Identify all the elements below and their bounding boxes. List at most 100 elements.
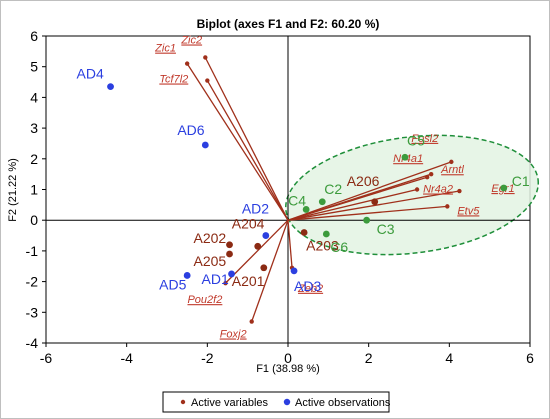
observation-label-a206: A206 xyxy=(347,173,380,189)
vector-tip-etv5 xyxy=(445,204,450,209)
point-c6 xyxy=(322,230,330,238)
vector-tip-nr4a1 xyxy=(428,171,434,177)
legend-box xyxy=(162,391,390,413)
variable-label-nr4a2: Nr4a2 xyxy=(423,184,453,196)
point-c4 xyxy=(302,206,310,213)
vector-tip-egr1 xyxy=(457,188,462,194)
x-tick-label: -4 xyxy=(120,350,133,366)
point-ad1 xyxy=(228,270,235,278)
point-ad6 xyxy=(201,141,209,149)
observation-label-c6: C6 xyxy=(330,239,348,255)
legend: Active variables Active observations xyxy=(162,391,391,413)
observation-label-ad2: AD2 xyxy=(242,201,269,217)
point-a205 xyxy=(226,250,233,258)
variable-label-tcf7l2: Tcf7l2 xyxy=(159,74,188,86)
vector-tip-zic2 xyxy=(203,55,208,60)
vector-nr4a2 xyxy=(287,188,418,221)
chart-title: Biplot (axes F1 and F2: 60.20 %) xyxy=(197,17,380,31)
x-tick-label: -2 xyxy=(201,350,214,366)
vector-tip-arntl xyxy=(424,175,430,180)
observation-label-a204: A204 xyxy=(232,215,265,231)
point-c1 xyxy=(500,184,508,192)
variable-label-nr4a1: Nr4a1 xyxy=(393,153,423,165)
variable-label-fosl2: Fosl2 xyxy=(411,133,438,145)
point-c3 xyxy=(363,216,371,224)
vector-tip-nr4a2 xyxy=(414,187,420,192)
legend-label-2: Active observations xyxy=(295,397,391,409)
y-tick-label: 2 xyxy=(30,151,38,167)
y-tick-label: 6 xyxy=(30,28,38,44)
point-ad4 xyxy=(107,83,114,91)
observation-label-c3: C3 xyxy=(377,221,395,237)
point-c2 xyxy=(318,198,326,206)
y-tick-label: 3 xyxy=(30,120,38,136)
variable-label-zeb2: Zeb2 xyxy=(297,283,323,295)
x-tick-label: 4 xyxy=(445,350,453,366)
point-ad2 xyxy=(262,232,270,239)
observation-label-ad6: AD6 xyxy=(177,122,204,138)
point-a204 xyxy=(254,242,262,250)
cluster-ellipse xyxy=(284,134,540,256)
variable-label-pou2f2: Pou2f2 xyxy=(187,294,222,306)
x-tick-label: 0 xyxy=(284,350,292,366)
y-tick-label: 1 xyxy=(30,182,38,198)
x-axis-title: F1 (38.98 %) xyxy=(256,363,320,375)
vector-fosl2 xyxy=(287,161,452,221)
observation-label-ad3: AD3 xyxy=(294,278,321,294)
y-tick-label: -3 xyxy=(26,304,39,320)
observation-label-a202: A202 xyxy=(194,230,227,246)
observation-label-ad4: AD4 xyxy=(77,66,104,82)
observation-label-ad5: AD5 xyxy=(159,276,186,292)
vector-zic2 xyxy=(204,57,289,221)
observation-label-c1: C1 xyxy=(512,173,530,189)
variable-vectors: Zic1Zic2Tcf7l2Fosl2Nr4a1ArntlEgr1Nr4a2Et… xyxy=(154,34,514,340)
vector-tcf7l2 xyxy=(206,80,289,221)
point-ad5 xyxy=(183,272,191,279)
variable-label-arntl: Arntl xyxy=(440,164,464,176)
vector-etv5 xyxy=(287,205,448,221)
vector-foxj2 xyxy=(251,219,289,322)
y-tick-label: 0 xyxy=(30,212,38,228)
vector-tip-pou2f2 xyxy=(223,280,228,286)
observation-label-ad1: AD1 xyxy=(202,271,229,287)
point-a201 xyxy=(260,264,268,272)
variable-label-etv5: Etv5 xyxy=(457,205,480,217)
observation-label-c4: C4 xyxy=(288,192,306,208)
point-a202 xyxy=(226,241,233,249)
x-tick-label: 6 xyxy=(526,350,534,366)
y-tick-label: -4 xyxy=(26,335,39,351)
legend-marker-1 xyxy=(180,399,186,405)
observation-points: AD4 AD6 AD2 AD5 AD1 AD3 A202 A204 A205 A201 A203 A2… xyxy=(77,66,530,294)
y-axis-title: F2 (21.22 %) xyxy=(7,158,19,222)
y-tick-label: 5 xyxy=(30,59,38,75)
y-tick-label: 4 xyxy=(30,89,38,105)
point-c5 xyxy=(401,153,409,161)
x-tick-label: 2 xyxy=(365,350,373,366)
vector-pou2f2 xyxy=(225,219,289,284)
point-a203 xyxy=(300,229,308,236)
vector-zeb2 xyxy=(287,220,293,268)
vector-tip-tcf7l2 xyxy=(205,78,210,83)
observation-label-a201: A201 xyxy=(232,273,265,289)
variable-label-foxj2: Foxj2 xyxy=(220,329,247,341)
observation-label-a203: A203 xyxy=(306,237,339,253)
y-tick-label: -1 xyxy=(26,243,39,259)
vector-arntl xyxy=(287,176,428,221)
y-tick-label: -2 xyxy=(26,274,39,290)
legend-label-1: Active variables xyxy=(191,397,269,409)
variable-label-zic2: Zic2 xyxy=(180,34,202,46)
variable-label-zic1: Zic1 xyxy=(154,43,176,55)
legend-marker-2 xyxy=(283,398,291,406)
vector-tip-foxj2 xyxy=(249,319,254,324)
observation-label-a205: A205 xyxy=(194,253,227,269)
x-tick-label: -6 xyxy=(40,350,53,366)
vector-egr1 xyxy=(287,190,460,221)
point-a206 xyxy=(371,198,379,206)
observation-label-c5: C5 xyxy=(407,132,425,148)
vector-tip-fosl2 xyxy=(449,159,454,165)
point-ad3 xyxy=(290,267,298,275)
vector-zic1 xyxy=(186,63,289,221)
